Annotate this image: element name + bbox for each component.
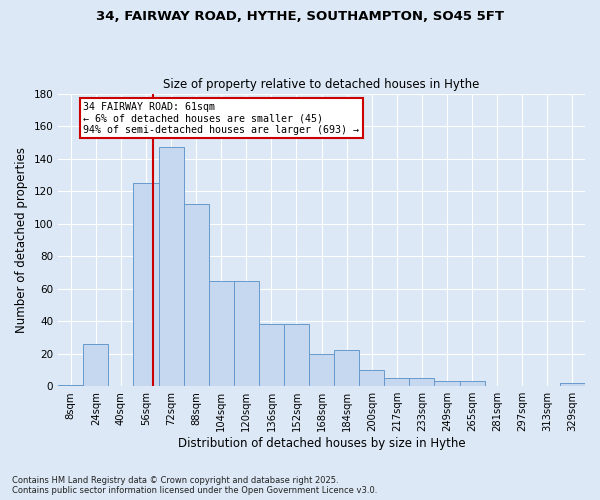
Bar bbox=[209, 280, 234, 386]
Bar bbox=[309, 354, 334, 386]
Bar bbox=[359, 370, 385, 386]
Bar bbox=[460, 382, 485, 386]
Bar bbox=[334, 350, 359, 386]
Text: 34, FAIRWAY ROAD, HYTHE, SOUTHAMPTON, SO45 5FT: 34, FAIRWAY ROAD, HYTHE, SOUTHAMPTON, SO… bbox=[96, 10, 504, 23]
Bar bbox=[284, 324, 309, 386]
Bar bbox=[409, 378, 434, 386]
Bar bbox=[158, 147, 184, 386]
Bar bbox=[434, 382, 460, 386]
Bar bbox=[560, 383, 585, 386]
Title: Size of property relative to detached houses in Hythe: Size of property relative to detached ho… bbox=[163, 78, 480, 91]
Text: Contains HM Land Registry data © Crown copyright and database right 2025.
Contai: Contains HM Land Registry data © Crown c… bbox=[12, 476, 377, 495]
Bar bbox=[385, 378, 409, 386]
Bar bbox=[184, 204, 209, 386]
X-axis label: Distribution of detached houses by size in Hythe: Distribution of detached houses by size … bbox=[178, 437, 466, 450]
Bar bbox=[259, 324, 284, 386]
Bar bbox=[234, 280, 259, 386]
Bar bbox=[133, 183, 158, 386]
Bar bbox=[83, 344, 109, 386]
Bar bbox=[58, 384, 83, 386]
Y-axis label: Number of detached properties: Number of detached properties bbox=[15, 147, 28, 333]
Text: 34 FAIRWAY ROAD: 61sqm
← 6% of detached houses are smaller (45)
94% of semi-deta: 34 FAIRWAY ROAD: 61sqm ← 6% of detached … bbox=[83, 102, 359, 135]
